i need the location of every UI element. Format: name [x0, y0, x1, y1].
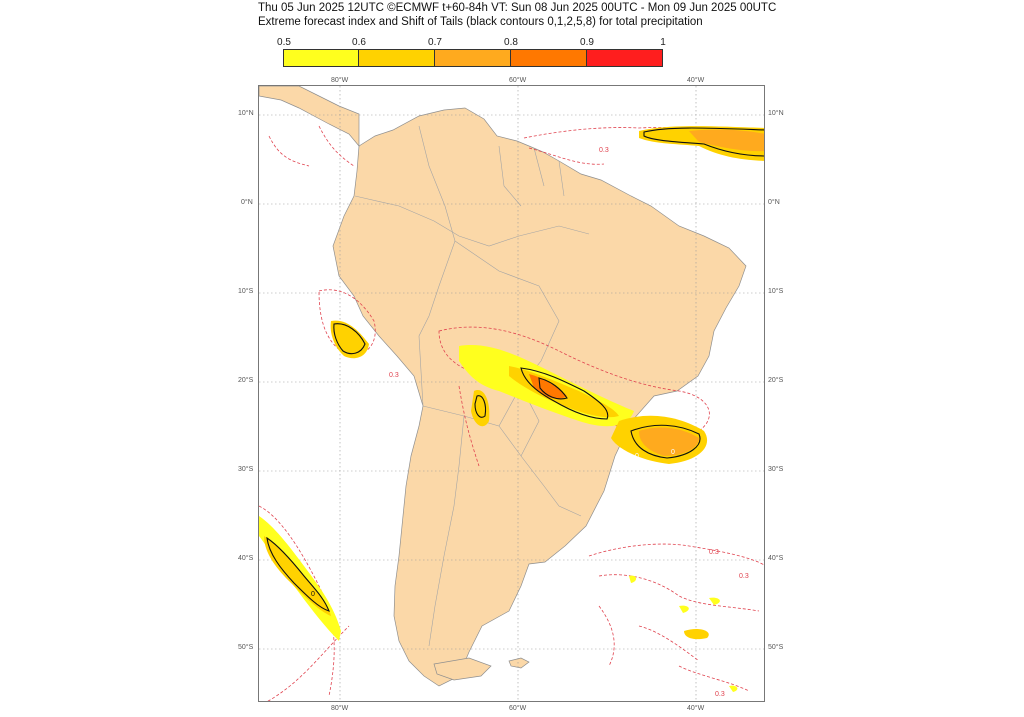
lat-label-left-50s: 50°S	[238, 644, 254, 651]
map-svg: 0.3 0.3 0.3 0.3 0.3 0 0 0	[259, 86, 764, 701]
efi-region-atlantic-north-core	[689, 129, 764, 152]
colorbar-bin-1	[358, 49, 435, 67]
efi-region-paraguay	[471, 390, 490, 427]
lat-label-left-30s: 30°S	[238, 466, 254, 473]
contour-label-5: 0.3	[715, 691, 725, 698]
efi-region-south-atlantic-small-4	[684, 628, 709, 640]
lat-label-right-10s: 10°S	[768, 288, 784, 295]
contour-label-6: 0	[635, 453, 639, 460]
lon-label-top-60w: 60°W	[509, 77, 527, 84]
lon-label-top-80w: 80°W	[331, 77, 349, 84]
chart-title-line-2: Extreme forecast index and Shift of Tail…	[258, 16, 703, 28]
efi-region-chile-offshore-core	[264, 536, 331, 616]
contour-label-2: 0.3	[389, 372, 399, 379]
colorbar-tick-4: 0.9	[580, 37, 594, 48]
efi-region-south-atlantic-small-3	[709, 597, 720, 605]
land-falkland-islands	[508, 657, 530, 669]
lon-label-bottom-80w: 80°W	[331, 705, 349, 712]
efi-region-south-atlantic-core	[639, 427, 699, 456]
efi-region-south-atlantic-small-1	[629, 575, 637, 583]
colorbar-tick-0: 0.5	[277, 37, 291, 48]
colorbar-bin-4	[586, 49, 663, 67]
efi-region-bolivia-brazil-core	[529, 374, 567, 399]
lon-label-bottom-60w: 60°W	[509, 705, 527, 712]
map-panel: 0.3 0.3 0.3 0.3 0.3 0 0 0	[258, 85, 765, 702]
colorbar-bin-0	[283, 49, 359, 67]
lat-label-right-0n: 0°N	[768, 199, 780, 206]
lat-label-left-10n: 10°N	[238, 110, 254, 117]
contour-label-1: 0.3	[599, 147, 609, 154]
chart-title-line-1: Thu 05 Jun 2025 12UTC ©ECMWF t+60-84h VT…	[258, 2, 777, 14]
colorbar-bin-3	[510, 49, 587, 67]
lon-label-top-40w: 40°W	[687, 77, 705, 84]
colorbar-tick-2: 0.7	[428, 37, 442, 48]
lat-label-left-20s: 20°S	[238, 377, 254, 384]
land-tierra-del-fuego	[433, 657, 492, 681]
colorbar-tick-3: 0.8	[504, 37, 518, 48]
contour-label-4: 0.3	[739, 573, 749, 580]
land-central-america	[259, 86, 360, 147]
colorbar-tick-5: 1	[660, 37, 666, 48]
lat-label-right-50s: 50°S	[768, 644, 784, 651]
lat-label-right-20s: 20°S	[768, 377, 784, 384]
lon-label-bottom-40w: 40°W	[687, 705, 705, 712]
contour-label-8: 0	[311, 591, 315, 598]
contour-label-7: 0	[671, 449, 675, 456]
lat-label-left-0n: 0°N	[241, 199, 253, 206]
contour-labels: 0.3 0.3 0.3 0.3 0.3 0 0 0	[311, 147, 749, 698]
efi-region-south-atlantic-small-2	[679, 605, 689, 613]
lat-label-left-10s: 10°S	[238, 288, 254, 295]
lat-label-left-40s: 40°S	[238, 555, 254, 562]
lat-label-right-40s: 40°S	[768, 555, 784, 562]
colorbar-bin-2	[434, 49, 511, 67]
colorbar-tick-1: 0.6	[352, 37, 366, 48]
lat-label-right-30s: 30°S	[768, 466, 784, 473]
black-sot-contours	[266, 127, 764, 612]
efi-region-pacific-peru	[330, 320, 369, 359]
lat-label-right-10n: 10°N	[768, 110, 784, 117]
contour-label-3: 0.3	[709, 549, 719, 556]
efi-region-south-atlantic-small-5	[729, 685, 738, 692]
